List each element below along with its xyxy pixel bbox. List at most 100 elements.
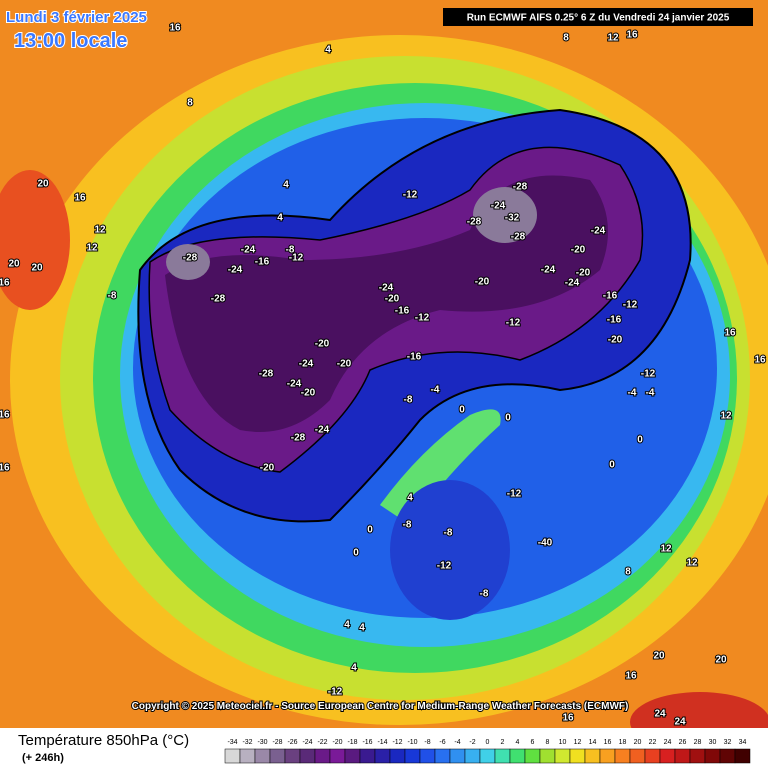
- zone-coldest: [473, 187, 537, 243]
- contour-label: -28: [291, 433, 306, 444]
- legend-swatch: [569, 748, 586, 764]
- legend-swatch: [494, 748, 511, 764]
- contour-label: 4: [351, 663, 357, 674]
- contour-label: -24: [241, 245, 256, 256]
- contour-label: -28: [513, 182, 528, 193]
- contour-label: 24: [654, 709, 666, 720]
- legend-swatch: [359, 748, 376, 764]
- contour-label: -16: [603, 291, 618, 302]
- legend-swatch: [629, 748, 646, 764]
- contour-label: 16: [169, 23, 181, 34]
- contour-label: 20: [31, 263, 43, 274]
- contour-label: -20: [315, 339, 330, 350]
- contour-label: -28: [511, 232, 526, 243]
- contour-label: -8: [286, 245, 295, 256]
- legend-tick-label: 24: [664, 739, 672, 746]
- legend-tick-label: -28: [272, 739, 282, 746]
- contour-label: -24: [315, 425, 330, 436]
- legend-swatch: [374, 748, 391, 764]
- contour-label: -20: [571, 245, 586, 256]
- legend-swatch: [344, 748, 361, 764]
- contour-label: 20: [37, 179, 49, 190]
- legend-swatch: [464, 748, 481, 764]
- contour-label: 0: [353, 548, 359, 559]
- legend-tick-label: 32: [724, 739, 732, 746]
- legend-swatch: [539, 748, 556, 764]
- legend-swatch: [509, 748, 526, 764]
- legend-tick-label: 12: [574, 739, 582, 746]
- contour-label: 24: [674, 717, 686, 728]
- contour-label: 4: [283, 180, 289, 191]
- contour-label: 16: [562, 713, 574, 724]
- contour-label: 16: [626, 30, 638, 41]
- legend-tick-label: 26: [679, 739, 687, 746]
- copyright: Copyright © 2025 Meteociel.fr - Source E…: [132, 701, 629, 712]
- legend-swatch: [599, 748, 616, 764]
- contour-label: -24: [287, 379, 302, 390]
- contour-label: -12: [289, 253, 304, 264]
- zone-coldest: [166, 244, 210, 280]
- legend-tick-label: -12: [392, 739, 402, 746]
- legend-swatch: [239, 748, 256, 764]
- legend-tick-label: -26: [287, 739, 297, 746]
- legend-swatch: [269, 748, 286, 764]
- legend-tick-label: -6: [439, 739, 445, 746]
- legend-swatch: [254, 748, 271, 764]
- contour-label: 4: [277, 213, 283, 224]
- contour-label: -28: [259, 369, 274, 380]
- run-box: [443, 8, 753, 26]
- legend-tick-label: 16: [604, 739, 612, 746]
- run-info: Run ECMWF AIFS 0.25° 6 Z du Vendredi 24 …: [467, 13, 730, 24]
- zone-hot: [0, 170, 70, 310]
- contour-label: -12: [437, 561, 452, 572]
- legend-tick-label: 14: [589, 739, 597, 746]
- legend-swatch: [689, 748, 706, 764]
- contour-label: 12: [686, 558, 698, 569]
- contour-label: 16: [724, 328, 736, 339]
- legend-tick-label: 4: [516, 739, 520, 746]
- legend-tick-label: 30: [709, 739, 717, 746]
- contour-label: -20: [301, 388, 316, 399]
- legend-swatch: [554, 748, 571, 764]
- forecast-time: 13:00 locale: [14, 30, 127, 52]
- contour-label: 20: [8, 259, 20, 270]
- contour-label: 12: [660, 544, 672, 555]
- contour-label: 12: [607, 33, 619, 44]
- legend-swatch: [704, 748, 721, 764]
- contour-label: -4: [628, 388, 637, 399]
- zone-europe-cold: [390, 480, 510, 620]
- contour-label: 16: [754, 355, 766, 366]
- forecast-date: Lundi 3 février 2025: [6, 9, 147, 26]
- legend-tick-label: -14: [377, 739, 387, 746]
- zone-scandinavia: [380, 409, 501, 525]
- contour-label: -16: [407, 352, 422, 363]
- contour-label: -20: [337, 359, 352, 370]
- contour-label: -24: [228, 265, 243, 276]
- legend-tick-label: -8: [424, 739, 430, 746]
- contour-label: 8: [187, 98, 193, 109]
- contour-label: -12: [623, 300, 638, 311]
- contour-label: 12: [720, 411, 732, 422]
- legend-tick-label: 20: [634, 739, 642, 746]
- contour-label: 16: [0, 463, 10, 474]
- contour-label: 4: [359, 623, 365, 634]
- legend-swatch: [524, 748, 541, 764]
- contour-label: -12: [328, 687, 343, 698]
- legend-tick-label: -2: [469, 739, 475, 746]
- legend-tick-label: -32: [242, 739, 252, 746]
- legend-tick-label: -24: [302, 739, 312, 746]
- legend-tick-label: -22: [317, 739, 327, 746]
- contour-label: -12: [415, 313, 430, 324]
- legend-swatch: [419, 748, 436, 764]
- contour-label: -16: [607, 315, 622, 326]
- legend-swatch: [404, 748, 421, 764]
- contour-label: -4: [431, 385, 440, 396]
- contour-label: 0: [505, 413, 511, 424]
- contour-label: -8: [404, 395, 413, 406]
- contour-label: 8: [563, 33, 569, 44]
- contour-label: -8: [108, 291, 117, 302]
- contour-label: 0: [459, 405, 465, 416]
- legend-swatch: [644, 748, 661, 764]
- contour-label: -16: [395, 306, 410, 317]
- legend-tick-label: 22: [649, 739, 657, 746]
